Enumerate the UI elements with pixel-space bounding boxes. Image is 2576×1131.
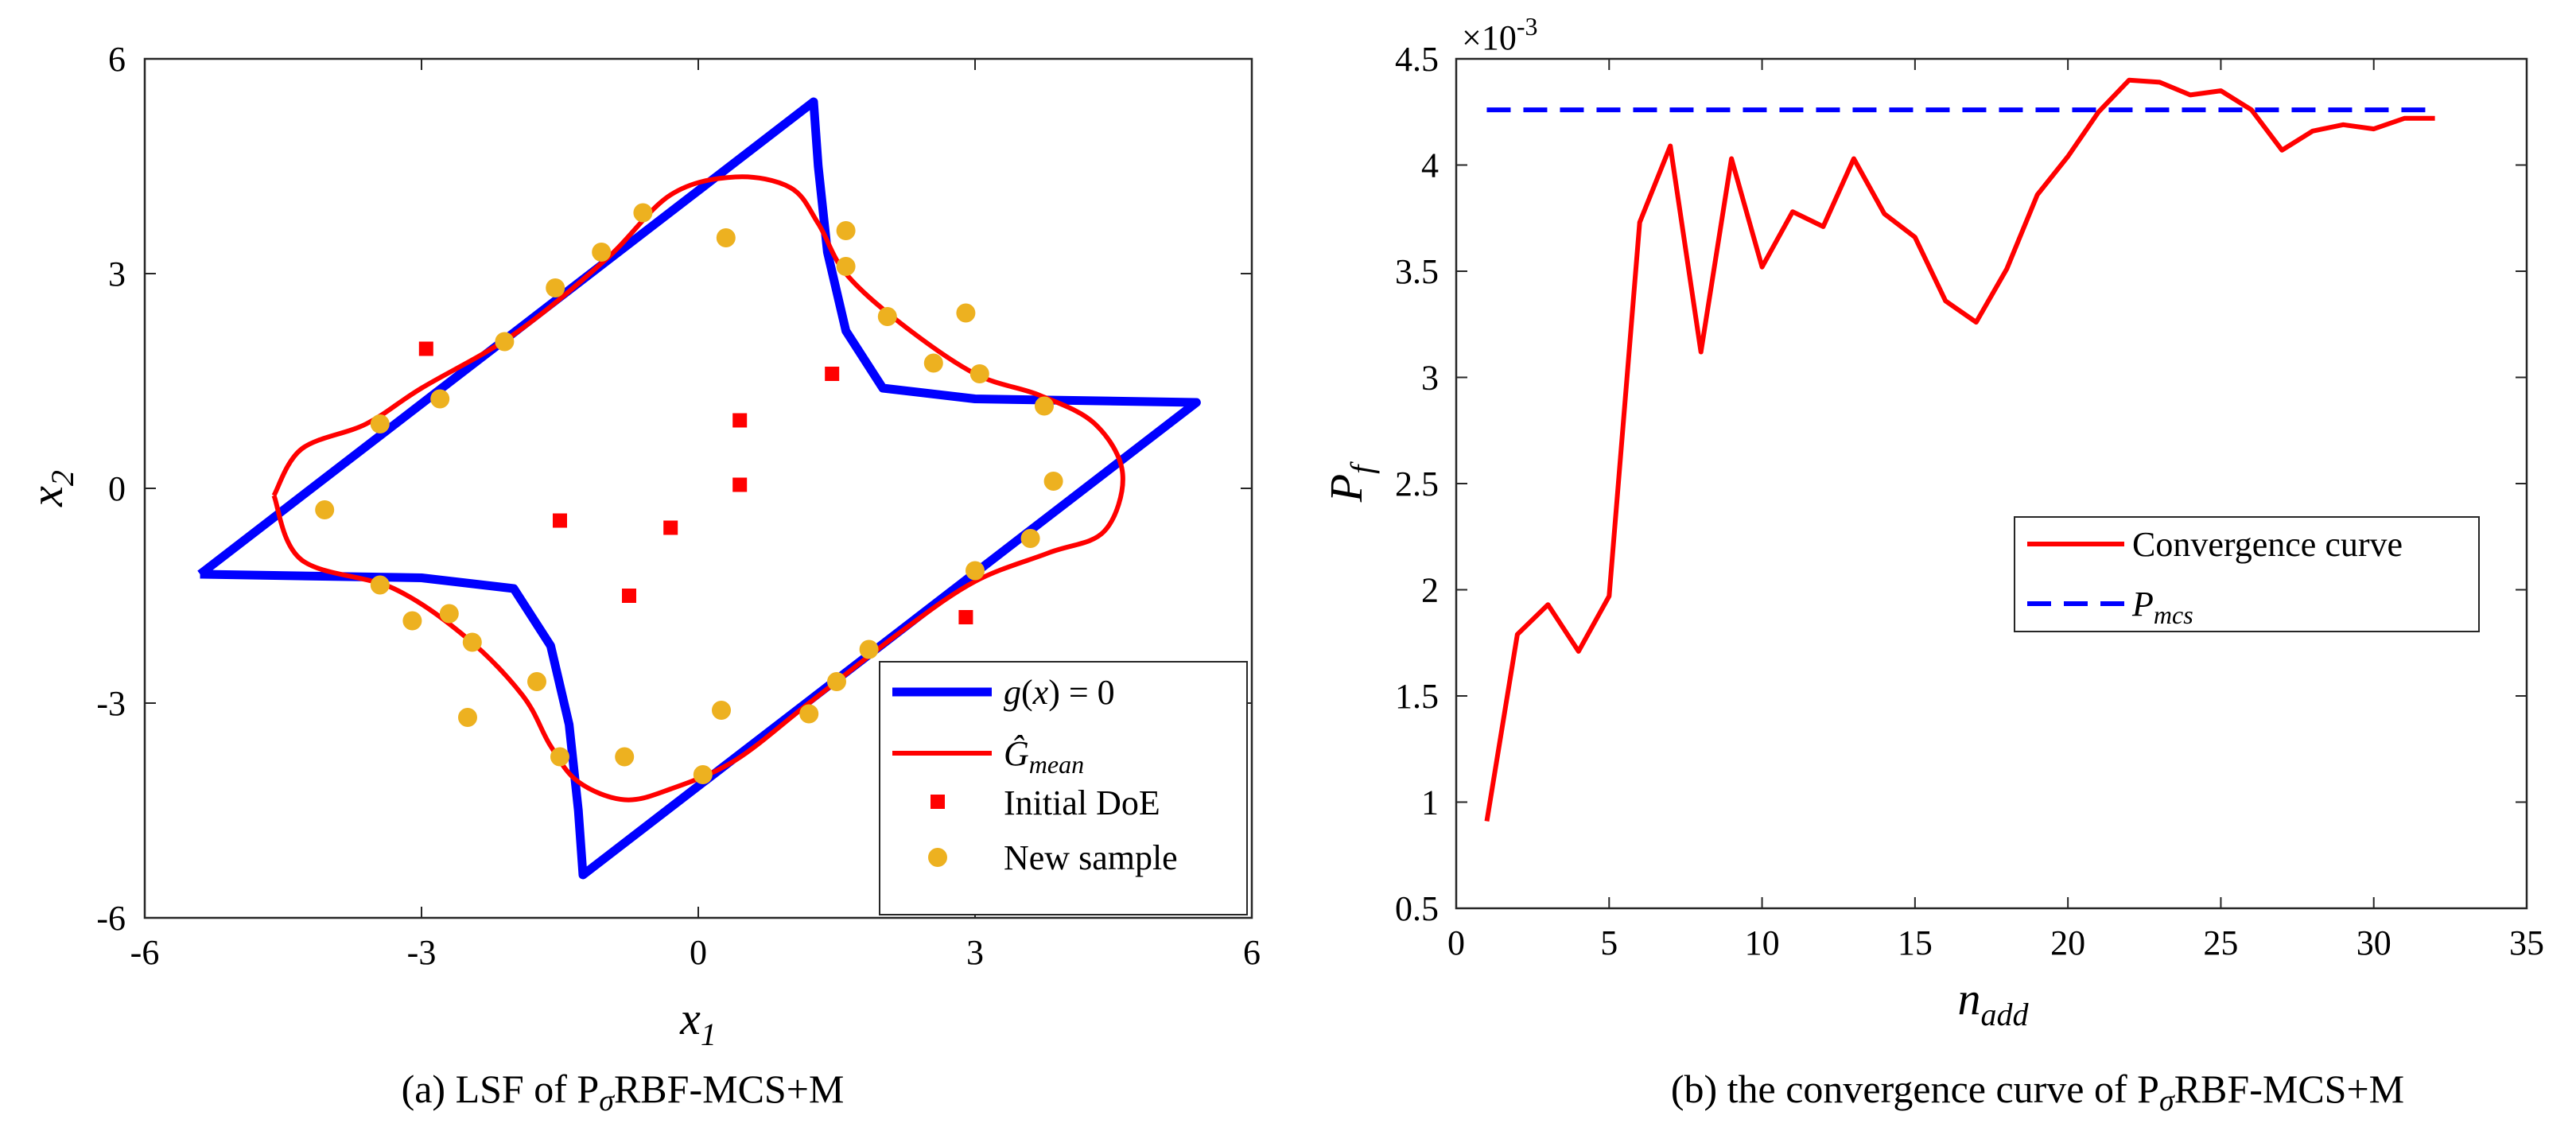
new-sample-marker — [1035, 396, 1054, 416]
y-tick-label: 0.5 — [1395, 889, 1439, 928]
panel-a-plot-area — [197, 97, 1201, 880]
x-tick-label: 10 — [1745, 923, 1780, 962]
panel-b-ylabel: Pf — [1320, 461, 1380, 503]
y-tick-label: 1 — [1421, 783, 1439, 822]
x-tick-label: 15 — [1898, 923, 1933, 962]
legend-swatch-new-sample — [928, 848, 947, 867]
x-tick-label: 0 — [1447, 923, 1465, 962]
panel-a-xlabel: x1 — [679, 993, 717, 1052]
initial-doe-marker — [825, 367, 840, 381]
new-sample-marker — [633, 203, 653, 223]
y-tick-label: 3.5 — [1395, 252, 1439, 291]
x-tick-label: 3 — [966, 933, 984, 972]
x-tick-label: -3 — [407, 933, 437, 972]
panel-b-legend: Convergence curve Pmcs — [2014, 516, 2480, 632]
convergence-curve-line — [1484, 77, 2435, 822]
legend-label-convergence-curve: Convergence curve — [2132, 525, 2403, 564]
new-sample-marker — [799, 704, 819, 724]
new-sample-marker — [827, 672, 846, 691]
initial-doe-marker — [732, 477, 748, 492]
panel-a-legend-box — [879, 661, 1248, 915]
legend-label-g-mean: Ĝmean — [1004, 734, 1084, 779]
panel-a-ylabel: x2 — [21, 470, 80, 507]
y-tick-label: 4.5 — [1395, 40, 1439, 79]
legend-label-initial-doe: Initial DoE — [1004, 783, 1160, 822]
new-sample-marker — [458, 708, 477, 727]
new-sample-marker — [836, 221, 856, 240]
initial-doe-marker — [958, 610, 973, 624]
x-tick-label: 25 — [2203, 923, 2238, 962]
y-tick-label: 2 — [1421, 571, 1439, 610]
new-sample-marker — [592, 243, 612, 262]
new-sample-marker — [716, 228, 736, 247]
legend-label-g-zero: g(x) = 0 — [1004, 673, 1115, 712]
x-tick-label: 20 — [2050, 923, 2085, 962]
y-tick-label: 3 — [108, 255, 126, 293]
initial-doe-marker — [622, 589, 636, 603]
new-sample-marker — [430, 389, 450, 409]
x-tick-label: 30 — [2356, 923, 2391, 962]
legend-swatch-initial-doe — [931, 795, 945, 809]
x-tick-label: -6 — [130, 933, 160, 972]
new-sample-marker — [712, 701, 731, 720]
new-sample-marker — [923, 353, 943, 373]
new-sample-marker — [1020, 529, 1040, 548]
new-sample-marker — [956, 303, 976, 323]
y-tick-label: -3 — [96, 684, 126, 723]
panel-b: 0 5 10 15 20 25 30 350.511.522.533.544.5 ×10-3 … — [1320, 12, 2544, 1117]
new-sample-marker — [836, 257, 856, 276]
new-sample-marker — [495, 332, 515, 352]
y-tick-label: 1.5 — [1395, 677, 1439, 716]
new-sample-marker — [615, 747, 635, 767]
y-tick-label: 3 — [1421, 359, 1439, 398]
panel-b-ticks: 0 5 10 15 20 25 30 35 0.5 1 1.5 2 2.5 3 3.5 4 4.5 — [1395, 40, 2544, 962]
g-mean-curve — [271, 174, 1125, 803]
panel-a-caption: (a) LSF of PσRBF-MCS+M — [402, 1067, 845, 1117]
initial-doe-marker — [663, 520, 678, 535]
new-sample-marker — [550, 747, 569, 767]
new-sample-marker — [402, 611, 422, 631]
y-tick-label: 4 — [1421, 146, 1439, 185]
new-sample-marker — [462, 632, 482, 652]
y-tick-label: 2.5 — [1395, 464, 1439, 503]
new-sample-marker — [966, 561, 985, 581]
initial-doe-marker — [732, 413, 748, 428]
new-sample-marker — [370, 414, 390, 433]
panel-a: -6 -3 0 3 6 -6 -3 0 3 6 x1 x2 g(x) = 0 Ĝmean Init… — [21, 40, 1261, 1117]
panel-a-ticks: -6 -3 0 3 6 -6 -3 0 3 6 — [96, 40, 1261, 972]
panel-b-caption: (b) the convergence curve of PσRBF-MCS+M — [1671, 1067, 2404, 1117]
legend-label-new-sample: New sample — [1004, 838, 1178, 877]
new-sample-marker — [315, 500, 335, 519]
new-sample-marker — [546, 278, 565, 297]
new-sample-marker — [969, 364, 989, 383]
panel-a-legend: g(x) = 0 Ĝmean Initial DoE New sample — [879, 661, 1248, 915]
new-sample-marker — [439, 604, 459, 624]
y-tick-label: 0 — [108, 469, 126, 508]
x-tick-label: 6 — [1243, 933, 1261, 972]
initial-doe-marker — [553, 513, 567, 528]
new-sample-marker — [370, 575, 390, 595]
new-sample-marker — [693, 765, 713, 784]
x-tick-label: 35 — [2509, 923, 2544, 962]
x-tick-label: 0 — [690, 933, 707, 972]
y-tick-label: 6 — [108, 40, 126, 79]
new-sample-marker — [1043, 472, 1063, 491]
legend-label-pmcs: Pmcs — [2131, 585, 2193, 629]
panel-b-legend-box — [2014, 516, 2480, 632]
y-tick-label: -6 — [96, 899, 126, 938]
panel-b-plot-area — [1484, 77, 2435, 822]
new-sample-marker — [877, 307, 897, 326]
panel-b-multiplier: ×10-3 — [1462, 12, 1537, 57]
initial-doe-marker — [418, 341, 433, 356]
x-tick-label: 5 — [1600, 923, 1618, 962]
g-zero-curve — [197, 97, 1201, 880]
new-sample-marker — [527, 672, 546, 691]
panel-b-xlabel: nadd — [1958, 973, 2030, 1032]
new-sample-marker — [859, 639, 879, 659]
